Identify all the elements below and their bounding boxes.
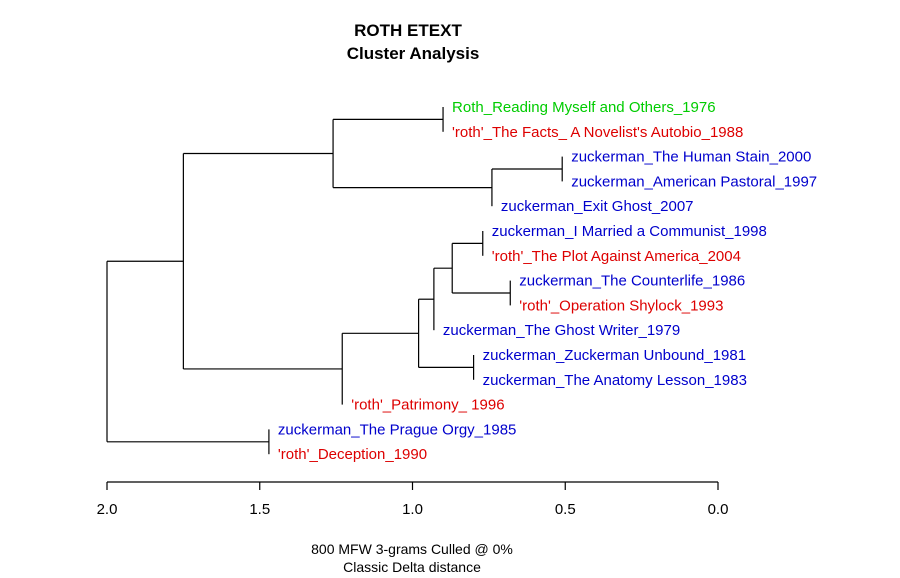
- leaf-label: 'roth'_The Facts_ A Novelist's Autobio_1…: [452, 124, 743, 141]
- leaf-label: 'roth'_Patrimony_ 1996: [351, 397, 504, 414]
- leaf-label: 'roth'_The Plot Against America_2004: [492, 248, 741, 265]
- x-axis-tick-label: 1.5: [249, 501, 270, 518]
- caption-line-2: Classic Delta distance: [343, 559, 481, 575]
- leaf-label: zuckerman_I Married a Communist_1998: [492, 223, 767, 240]
- leaf-label: zuckerman_The Anatomy Lesson_1983: [483, 372, 747, 389]
- leaf-label: Roth_Reading Myself and Others_1976: [452, 99, 716, 116]
- x-axis-tick-label: 1.0: [402, 501, 423, 518]
- chart-title-line-1: ROTH ETEXT: [354, 21, 462, 40]
- leaf-label: zuckerman_The Prague Orgy_1985: [278, 421, 516, 438]
- x-axis: 2.0 1.5 1.0 0.5 0.0: [97, 481, 729, 518]
- x-axis-tick-label: 0.0: [708, 501, 729, 518]
- dendrogram-branches: [106, 107, 563, 455]
- leaf-label: zuckerman_Exit Ghost_2007: [501, 198, 694, 215]
- leaf-label: 'roth'_Deception_1990: [278, 446, 427, 463]
- leaf-label: zuckerman_The Human Stain_2000: [571, 149, 811, 166]
- leaf-label: 'roth'_Operation Shylock_1993: [519, 297, 723, 314]
- leaf-label: zuckerman_Zuckerman Unbound_1981: [483, 347, 746, 364]
- leaf-label: zuckerman_The Ghost Writer_1979: [443, 322, 680, 339]
- caption-line-1: 800 MFW 3-grams Culled @ 0%: [311, 541, 513, 557]
- leaf-label: zuckerman_The Counterlife_1986: [519, 273, 745, 290]
- x-axis-tick-label: 2.0: [97, 501, 118, 518]
- leaf-label: zuckerman_American Pastoral_1997: [571, 173, 817, 190]
- leaf-labels: Roth_Reading Myself and Others_1976 'roth…: [278, 99, 817, 463]
- chart-title-line-2: Cluster Analysis: [347, 44, 480, 63]
- x-axis-tick-label: 0.5: [555, 501, 576, 518]
